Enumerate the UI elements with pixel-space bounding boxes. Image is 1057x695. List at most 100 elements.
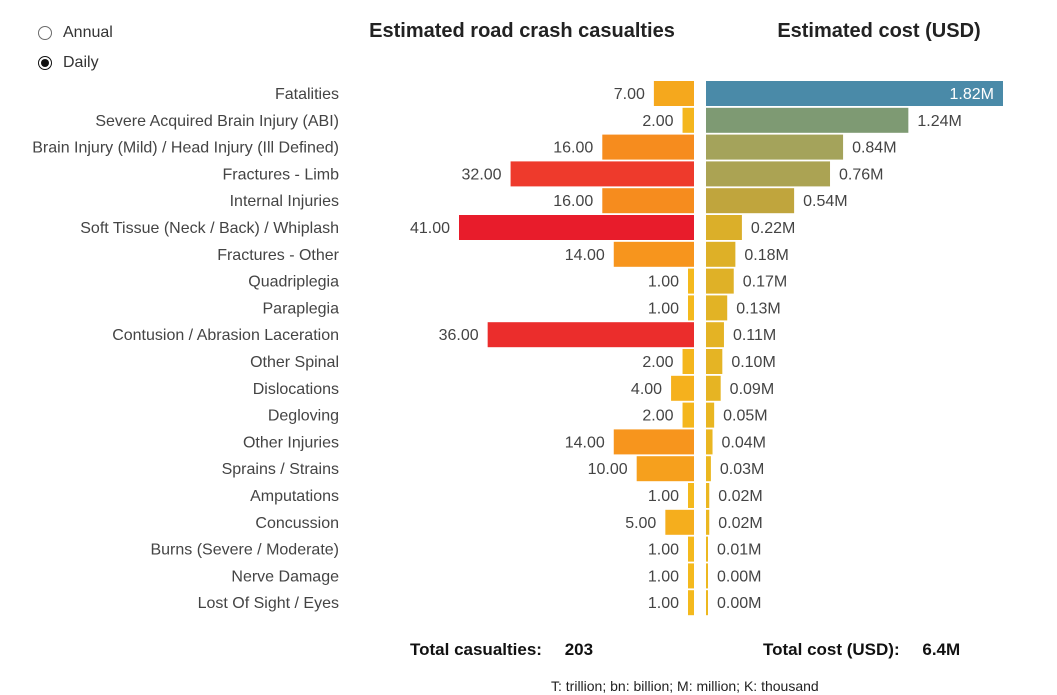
cost-bar[interactable] [706,268,734,294]
cost-bar[interactable] [706,134,844,160]
casualty-bar[interactable] [653,81,694,106]
radio-annual-circle[interactable] [38,26,52,40]
cost-bar[interactable] [706,322,724,348]
cost-value-label: 0.04M [722,434,766,451]
category-label: Nerve Damage [231,568,339,585]
cost-bar[interactable] [706,81,1003,106]
casualties-chart-title: Estimated road crash casualties [369,20,675,42]
cost-bar[interactable] [706,509,710,535]
category-label: Internal Injuries [230,193,339,210]
total-casualties-value: 203 [564,640,594,659]
cost-value-label: 0.54M [803,193,847,210]
cost-bar[interactable] [706,536,708,562]
cost-bar[interactable] [706,349,723,374]
cost-value-label: 0.22M [751,220,795,237]
category-label: Dislocations [253,381,339,398]
total-cost: Total cost (USD): 6.4M [763,640,960,660]
casualty-bar[interactable] [613,429,694,455]
category-label: Other Spinal [250,354,339,371]
chart-canvas: Fatalities 7.00 1.82M Severe Acquired Brain… [32,81,1003,616]
category-label: Fatalities [275,86,339,103]
category-label: Degloving [268,408,339,425]
casualty-bar[interactable] [671,375,694,401]
cost-value-label: 0.02M [718,488,762,505]
casualty-value-label: 36.00 [439,327,479,344]
casualty-value-label: 2.00 [642,354,673,371]
cost-value-label: 0.09M [730,381,774,398]
casualty-bar[interactable] [682,107,694,133]
units-footnote: T: trillion; bn: billion; M: million; K:… [551,678,819,694]
casualty-bar[interactable] [665,509,694,535]
category-label: Other Injuries [243,434,339,451]
category-label: Fractures - Limb [223,166,340,183]
casualty-bar[interactable] [510,161,694,187]
category-label: Paraplegia [263,300,340,317]
casualty-value-label: 41.00 [410,220,450,237]
cost-bar[interactable] [706,241,736,267]
cost-value-label: 1.82M [950,86,994,103]
casualty-bar[interactable] [682,402,694,428]
cost-bar[interactable] [706,107,909,133]
casualty-value-label: 1.00 [648,274,679,291]
category-label: Burns (Severe / Moderate) [150,542,339,559]
cost-bar[interactable] [706,375,721,401]
radio-daily-label[interactable]: Daily [63,54,99,71]
casualty-value-label: 14.00 [565,247,605,264]
cost-bar[interactable] [706,483,710,508]
category-label: Sprains / Strains [222,461,339,478]
casualty-bar[interactable] [636,456,694,482]
cost-chart-title: Estimated cost (USD) [777,20,981,42]
category-label: Amputations [250,488,339,505]
total-cost-label: Total cost (USD): [763,640,900,659]
casualty-value-label: 2.00 [642,113,673,130]
casualty-bar[interactable] [688,590,694,616]
radio-daily-circle[interactable] [38,56,52,70]
casualty-bar[interactable] [602,134,694,160]
casualty-value-label: 7.00 [614,86,645,103]
cost-bar[interactable] [706,188,795,214]
casualty-value-label: 4.00 [631,381,662,398]
casualty-value-label: 1.00 [648,488,679,505]
cost-bar[interactable] [706,590,708,616]
cost-bar[interactable] [706,215,742,240]
cost-value-label: 0.00M [717,568,761,585]
cost-value-label: 0.02M [718,515,762,532]
casualty-bar[interactable] [613,241,694,267]
cost-value-label: 0.00M [717,595,761,612]
casualty-bar[interactable] [688,563,694,589]
category-label: Contusion / Abrasion Laceration [112,327,339,344]
casualty-bar[interactable] [688,536,694,562]
total-casualties-label: Total casualties: [410,640,542,659]
cost-bar[interactable] [706,161,831,187]
casualty-bar[interactable] [602,188,694,214]
casualty-bar[interactable] [688,268,694,294]
casualty-bar[interactable] [459,215,694,240]
cost-value-label: 1.24M [917,113,961,130]
casualty-bar[interactable] [682,349,694,374]
cost-value-label: 0.05M [723,408,767,425]
cost-value-label: 0.18M [744,247,788,264]
mode-radio-group: Annual Daily [38,18,113,78]
category-label: Soft Tissue (Neck / Back) / Whiplash [80,220,339,237]
casualty-bar[interactable] [688,295,694,321]
cost-bar[interactable] [706,429,713,455]
cost-bar[interactable] [706,563,708,589]
casualty-value-label: 16.00 [553,193,593,210]
casualty-value-label: 14.00 [565,434,605,451]
casualty-value-label: 1.00 [648,300,679,317]
category-label: Fractures - Other [217,247,339,264]
cost-value-label: 0.17M [743,274,787,291]
category-label: Concussion [255,515,339,532]
category-label: Severe Acquired Brain Injury (ABI) [95,113,339,130]
casualty-bar[interactable] [487,322,694,348]
radio-option-daily[interactable]: Daily [38,48,113,78]
cost-bar[interactable] [706,402,715,428]
radio-option-annual[interactable]: Annual [38,18,113,48]
radio-annual-label[interactable]: Annual [63,24,113,41]
casualty-value-label: 32.00 [462,166,502,183]
casualty-bar[interactable] [688,483,694,508]
cost-value-label: 0.84M [852,140,896,157]
casualty-value-label: 1.00 [648,595,679,612]
cost-bar[interactable] [706,456,711,482]
cost-bar[interactable] [706,295,728,321]
